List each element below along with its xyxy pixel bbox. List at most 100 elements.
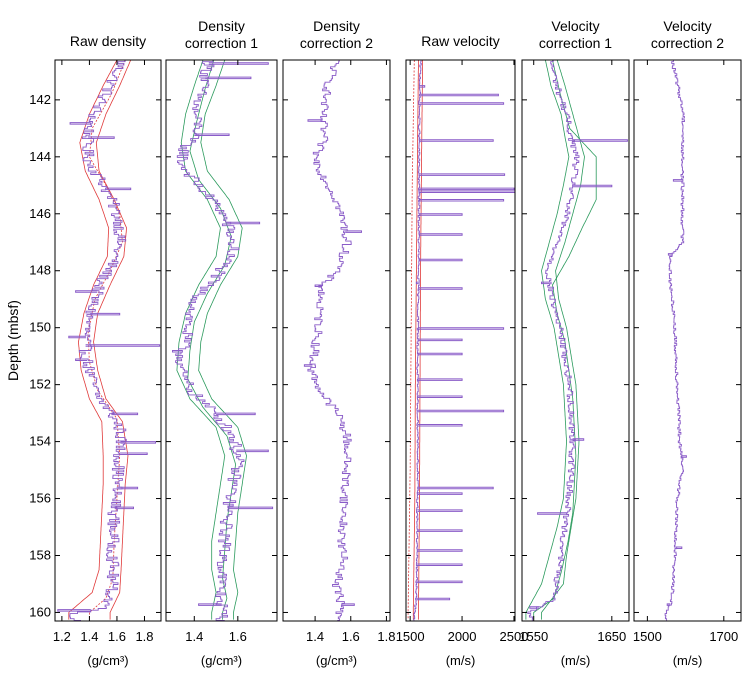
depth-axis-label: Depth (mbsf) [5, 300, 21, 381]
envelope-line [198, 60, 247, 620]
log-spike [572, 139, 628, 142]
log-spike [418, 258, 463, 262]
log-spike [419, 173, 506, 176]
log-trace [175, 60, 245, 621]
panel-plot-area [664, 60, 687, 621]
panel-title: Velocity [663, 18, 711, 34]
panel-title: correction 2 [300, 35, 373, 51]
envelope-line [93, 60, 132, 620]
envelope-line [187, 60, 237, 620]
depth-tick-labels: 142 144 146 148 150 152 154 156 158 160 [29, 92, 51, 620]
log-trace [69, 60, 127, 621]
x-tick-label: 1500 [396, 629, 425, 644]
log-spike [216, 412, 256, 416]
panel-frame [521, 59, 630, 622]
log-spike [417, 529, 463, 532]
log-spike [314, 284, 323, 287]
log-spike [417, 549, 463, 552]
log-spike [120, 441, 156, 444]
depth-tick-label: 150 [29, 320, 51, 335]
log-trace [664, 60, 685, 621]
log-spike [418, 287, 463, 290]
panel-frame [165, 59, 278, 622]
log-spike [75, 358, 88, 361]
log-spike [205, 76, 252, 80]
panel-unit-label: (g/cm³) [87, 653, 128, 668]
depth-tick-label: 148 [29, 263, 51, 278]
log-spike [681, 455, 687, 458]
panel-title: correction 1 [185, 35, 258, 51]
panel-plot-area [407, 60, 515, 621]
log-spike [69, 122, 91, 125]
envelope-line [525, 60, 570, 620]
log-spike [198, 603, 222, 606]
log-spike [417, 509, 463, 512]
x-tick-label: 1700 [709, 629, 738, 644]
log-spike [345, 230, 362, 233]
log-spike [418, 233, 463, 236]
log-spike [194, 133, 230, 136]
depth-tick-label: 152 [29, 377, 51, 392]
log-spike [415, 281, 419, 285]
depth-tick-label: 156 [29, 491, 51, 506]
log-spike [419, 139, 494, 142]
log-trace [413, 60, 422, 621]
log-spike [417, 492, 463, 495]
envelope-line [541, 60, 585, 620]
x-tick-label: 1550 [519, 629, 548, 644]
x-tick-label: 1650 [597, 629, 626, 644]
x-tick-label: 2000 [448, 629, 477, 644]
panel-unit-label: (g/cm³) [201, 653, 242, 668]
panel-frame [633, 59, 742, 622]
log-spike [307, 119, 323, 122]
log-spike [417, 338, 463, 342]
log-spike [572, 438, 585, 441]
log-spike [172, 350, 183, 353]
log-spike [341, 603, 355, 606]
envelope-line [418, 60, 423, 620]
log-panel: Raw velocity 1500 2000 2500 (m/s) [396, 33, 529, 668]
log-spike [68, 335, 87, 339]
log-spike [226, 221, 261, 225]
log-spike [416, 597, 451, 601]
log-spike [572, 184, 613, 188]
x-tick-label: 1.2 [53, 629, 71, 644]
log-spike [114, 506, 134, 510]
panel-frame [282, 59, 391, 622]
envelope-line [176, 60, 226, 620]
log-spike [87, 136, 115, 139]
x-tick-label: 1.6 [342, 629, 360, 644]
panel-title: Raw velocity [421, 33, 500, 49]
log-spike [419, 213, 463, 216]
x-tick-label: 1500 [633, 629, 662, 644]
log-spike [105, 187, 132, 191]
depth-tick-label: 158 [29, 548, 51, 563]
log-spike [57, 609, 91, 612]
log-spike [228, 506, 274, 510]
log-spike [208, 62, 269, 65]
log-spike [672, 179, 683, 182]
depth-tick-label: 160 [29, 604, 51, 619]
log-spike [416, 580, 463, 584]
log-spike [303, 364, 313, 367]
panel-title: Density [198, 18, 245, 34]
log-spike [417, 378, 463, 381]
log-spike [675, 546, 683, 549]
panel-title: Density [313, 18, 360, 34]
log-spike [90, 312, 121, 316]
panel-plot-area [303, 60, 362, 621]
panel-plot-area [525, 60, 628, 621]
depth-tick-label: 142 [29, 92, 51, 107]
log-spike [419, 93, 499, 97]
panel-unit-label: (m/s) [561, 653, 591, 668]
x-tick-label: 2500 [500, 629, 529, 644]
panel-frame [54, 59, 162, 622]
envelope-line [407, 60, 415, 620]
panel-title: Raw density [70, 33, 146, 49]
log-trace [527, 60, 580, 621]
log-spike [119, 452, 148, 455]
